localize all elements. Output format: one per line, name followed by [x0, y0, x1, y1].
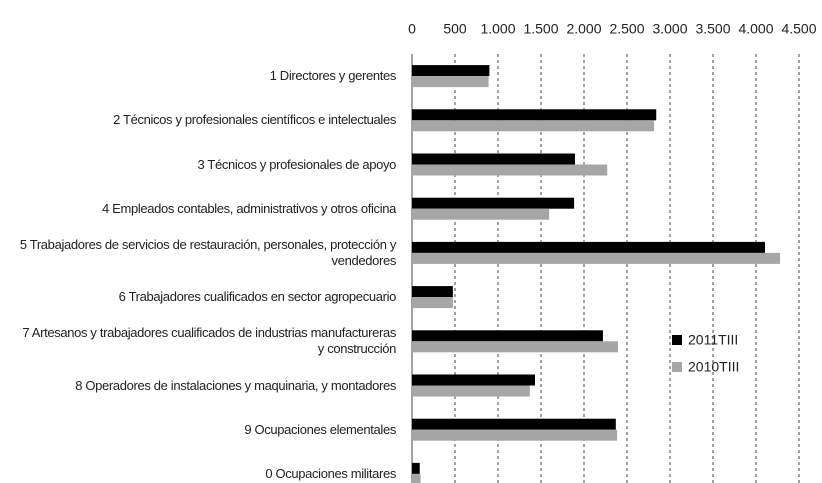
category-text: 8 Operadores de instalaciones y maquinar…	[75, 377, 396, 393]
y-tick-label: 1 Directores y gerentes	[0, 54, 397, 98]
bar	[412, 76, 489, 88]
category-text: 6 Trabajadores cualificados en sector ag…	[118, 289, 397, 305]
bar	[412, 330, 603, 342]
x-tick-label: 500	[443, 21, 467, 37]
legend-label: 2011TIII	[688, 332, 738, 348]
y-tick-label: 5 Trabajadores de servicios de restaurac…	[0, 231, 397, 275]
bar	[412, 241, 766, 253]
legend-swatch	[672, 362, 682, 372]
bar	[412, 109, 657, 121]
y-tick-label: 8 Operadores de instalaciones y maquinar…	[0, 364, 396, 408]
y-tick-label: 6 Trabajadores cualificados en sector ag…	[0, 275, 397, 319]
bar	[412, 120, 655, 132]
x-tick-label: 1.000	[480, 21, 515, 37]
x-tick-label: 0	[408, 21, 416, 37]
bar	[412, 418, 616, 430]
x-tick-label: 4.500	[781, 21, 816, 37]
bar	[412, 286, 453, 298]
category-text: 7 Artesanos y trabajadores cualificados …	[22, 325, 396, 357]
category-text: 3 Técnicos y profesionales de apoyo	[197, 156, 396, 172]
x-tick-label: 3.000	[652, 21, 687, 37]
x-tick-label: 1.500	[523, 21, 558, 37]
bar	[412, 208, 550, 220]
bar	[412, 462, 420, 474]
y-tick-label: 4 Empleados contables, administrativos y…	[0, 187, 396, 231]
x-tick-label: 2.000	[566, 21, 601, 37]
category-text: 4 Empleados contables, administrativos y…	[102, 200, 396, 216]
category-text: 2 Técnicos y profesionales científicos e…	[113, 112, 396, 128]
bar	[412, 385, 530, 397]
category-text: 1 Directores y gerentes	[269, 68, 397, 84]
legend-label: 2010TIII	[688, 359, 739, 375]
y-tick-label: 0 Ocupaciones militares	[0, 452, 396, 483]
y-tick-label: 2 Técnicos y profesionales científicos e…	[0, 98, 396, 142]
legend-swatch	[672, 335, 682, 345]
bar	[412, 429, 618, 441]
x-tick-label: 3.500	[695, 21, 730, 37]
y-tick-label: 3 Técnicos y profesionales de apoyo	[0, 143, 396, 187]
category-text: 9 Ocupaciones elementales	[244, 421, 396, 437]
x-tick-label: 2.500	[609, 21, 644, 37]
bar	[412, 197, 575, 209]
category-text: 0 Ocupaciones militares	[265, 465, 396, 481]
x-tick-label: 4.000	[738, 21, 773, 37]
bar	[412, 473, 421, 483]
bar	[412, 297, 453, 309]
bar	[412, 164, 608, 176]
bar	[412, 65, 490, 77]
bar	[412, 341, 618, 353]
bar	[412, 153, 575, 165]
bar	[412, 252, 781, 264]
y-tick-label: 9 Ocupaciones elementales	[0, 408, 396, 452]
bar	[412, 374, 535, 386]
y-tick-label: 7 Artesanos y trabajadores cualificados …	[0, 319, 396, 363]
category-text: 5 Trabajadores de servicios de restaurac…	[19, 236, 397, 268]
